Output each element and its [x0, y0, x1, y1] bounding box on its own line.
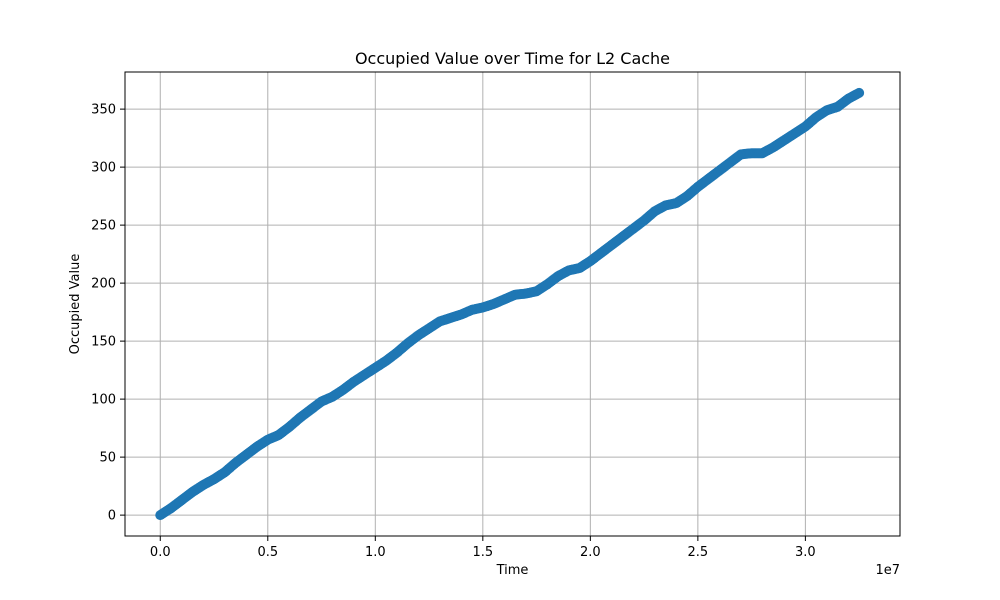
- data-point: [852, 88, 863, 99]
- y-axis: 0 50 100 150 200 250 300 350: [91, 103, 125, 524]
- x-axis: 0.0 0.5 1.0 1.5 2.0 2.5 3.0: [150, 536, 816, 560]
- x-offset-label: 1e7: [875, 563, 900, 578]
- y-tick-label: 150: [91, 335, 116, 350]
- y-tick-label: 200: [91, 277, 116, 292]
- y-tick-label: 50: [99, 451, 116, 466]
- grid: [125, 72, 900, 536]
- x-tick-label: 1.5: [472, 545, 493, 560]
- y-axis-title: Occupied Value: [68, 254, 83, 355]
- y-tick-label: 100: [91, 393, 116, 408]
- x-tick-label: 3.0: [795, 545, 816, 560]
- x-tick-label: 2.5: [688, 545, 709, 560]
- x-axis-title: Time: [496, 563, 529, 578]
- y-tick-label: 0: [108, 509, 116, 524]
- x-tick-label: 0.5: [257, 545, 278, 560]
- data-points: [155, 87, 865, 521]
- x-tick-label: 0.0: [150, 545, 171, 560]
- y-tick-label: 300: [91, 161, 116, 176]
- chart-title: Occupied Value over Time for L2 Cache: [355, 49, 670, 68]
- y-tick-label: 250: [91, 219, 116, 234]
- plot-frame: [124, 71, 901, 537]
- x-tick-label: 2.0: [580, 545, 601, 560]
- y-tick-label: 350: [91, 103, 116, 118]
- x-tick-label: 1.0: [365, 545, 386, 560]
